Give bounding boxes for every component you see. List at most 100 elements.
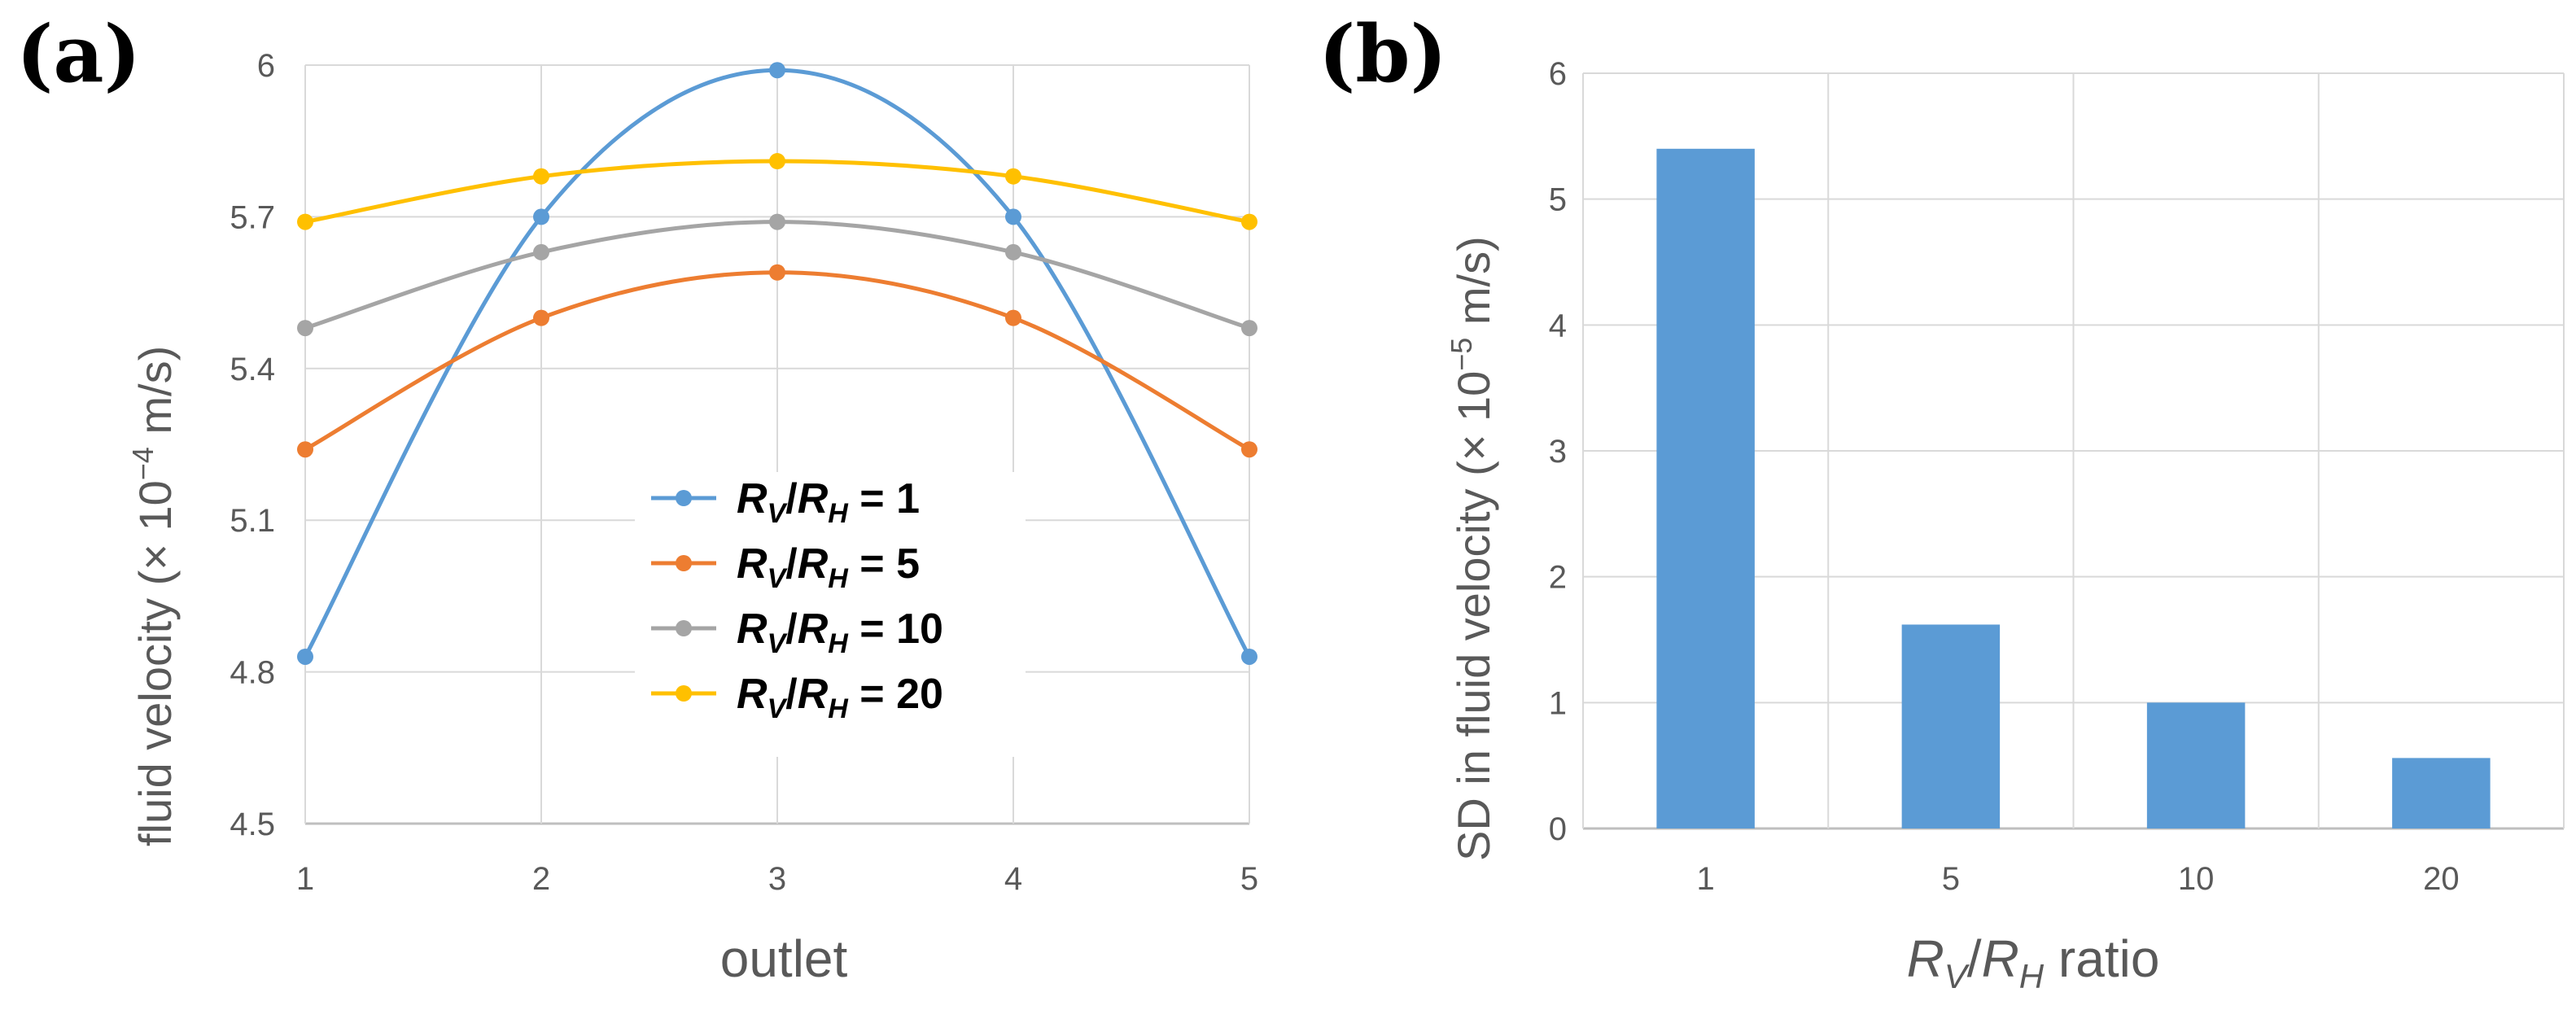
y-tick-label: 6 bbox=[1549, 56, 1567, 92]
panel-b-label: (b) bbox=[1319, 8, 1447, 100]
legend-eq: = 1 bbox=[848, 475, 920, 522]
y-title-sup: −4 bbox=[126, 447, 160, 480]
legend-sub-v: V bbox=[768, 498, 789, 529]
data-point bbox=[533, 309, 549, 326]
x-tick-label: 5 bbox=[1942, 861, 1960, 897]
x-title-r2: R bbox=[1982, 929, 2019, 988]
legend-r: R bbox=[737, 605, 768, 653]
line-chart-y-ticks: 4.5 4.8 5.1 5.4 5.7 6 bbox=[230, 48, 275, 842]
x-tick-label: 10 bbox=[2178, 861, 2215, 897]
y-title-sup: −5 bbox=[1445, 338, 1478, 371]
legend-r: R bbox=[737, 671, 768, 718]
y-tick-label: 5.1 bbox=[230, 503, 275, 539]
legend-swatch-marker bbox=[676, 620, 692, 636]
data-point bbox=[297, 441, 313, 458]
legend-label: RV/RH = 10 bbox=[737, 605, 943, 659]
legend-r: R bbox=[798, 475, 829, 522]
y-tick-label: 4.8 bbox=[230, 655, 275, 691]
data-point bbox=[1005, 243, 1021, 260]
y-tick-label: 4 bbox=[1549, 308, 1567, 343]
legend-slash: / bbox=[785, 671, 797, 718]
x-title-h: H bbox=[2019, 957, 2045, 995]
y-title-unit: m/s) bbox=[129, 346, 181, 447]
x-title-slash: / bbox=[1967, 929, 1982, 988]
legend-swatch-marker bbox=[676, 685, 692, 702]
bar bbox=[1901, 624, 2001, 828]
y-title-unit: m/s) bbox=[1448, 236, 1499, 337]
legend-sub-h: H bbox=[828, 693, 849, 724]
data-point bbox=[1005, 168, 1021, 185]
legend-sub-h: H bbox=[828, 498, 849, 529]
legend-r: R bbox=[737, 540, 768, 588]
data-point bbox=[1241, 648, 1257, 665]
bar bbox=[1656, 148, 1755, 829]
legend-eq: = 10 bbox=[848, 605, 943, 653]
x-tick-label: 1 bbox=[1697, 861, 1715, 897]
y-tick-label: 0 bbox=[1549, 811, 1567, 847]
x-title-r: R bbox=[1907, 929, 1944, 988]
legend-label: RV/RH = 1 bbox=[737, 475, 920, 529]
y-tick-label: 4.5 bbox=[230, 807, 275, 842]
legend-eq: = 20 bbox=[848, 671, 943, 718]
x-title-rest: ratio bbox=[2044, 929, 2159, 988]
y-tick-label: 5.7 bbox=[230, 199, 275, 235]
x-tick-label: 2 bbox=[532, 861, 550, 897]
x-tick-label: 20 bbox=[2423, 861, 2460, 897]
legend-swatch-marker bbox=[676, 555, 692, 571]
data-point bbox=[297, 213, 313, 230]
legend-eq: = 5 bbox=[848, 540, 920, 588]
bar-chart-x-axis-title: RV/RH ratio bbox=[1907, 929, 2160, 995]
data-point bbox=[1241, 441, 1257, 458]
bar-chart: 0 1 2 3 4 5 6 1 5 10 20 SD in fluid velocity (× 1… bbox=[1445, 56, 2565, 995]
bar-chart-x-ticks: 1 5 10 20 bbox=[1697, 861, 2460, 897]
legend-sub-v: V bbox=[768, 693, 789, 724]
legend-sub-h: H bbox=[828, 628, 849, 659]
legend-sub-v: V bbox=[768, 563, 789, 594]
legend-label: RV/RH = 5 bbox=[737, 540, 920, 594]
x-tick-label: 1 bbox=[296, 861, 314, 897]
data-point bbox=[533, 208, 549, 225]
x-title-v: V bbox=[1944, 957, 1970, 995]
y-tick-label: 2 bbox=[1549, 560, 1567, 596]
legend-slash: / bbox=[785, 540, 797, 588]
bar-chart-bars bbox=[1656, 148, 2491, 829]
bar-chart-y-ticks: 0 1 2 3 4 5 6 bbox=[1549, 56, 1567, 847]
legend-background bbox=[635, 472, 1026, 757]
data-point bbox=[769, 213, 785, 230]
x-tick-label: 5 bbox=[1240, 861, 1258, 897]
data-point bbox=[297, 648, 313, 665]
legend-slash: / bbox=[785, 605, 797, 653]
y-tick-label: 1 bbox=[1549, 685, 1567, 721]
data-point bbox=[1241, 320, 1257, 337]
line-chart: 4.5 4.8 5.1 5.4 5.7 6 1 2 3 4 5 fluid velocity (×… bbox=[126, 48, 1258, 988]
bar-chart-y-axis-title: SD in fluid velocity (× 10−5 m/s) bbox=[1445, 236, 1499, 861]
data-point bbox=[533, 168, 549, 185]
legend-label: RV/RH = 20 bbox=[737, 671, 943, 724]
data-point bbox=[533, 243, 549, 260]
data-point bbox=[1005, 309, 1021, 326]
y-title-main: SD in fluid velocity (× 10 bbox=[1448, 371, 1499, 861]
data-point bbox=[297, 320, 313, 337]
data-point bbox=[769, 153, 785, 170]
legend-sub-h: H bbox=[828, 563, 849, 594]
legend-slash: / bbox=[785, 475, 797, 522]
legend-sub-v: V bbox=[768, 628, 789, 659]
x-tick-label: 3 bbox=[768, 861, 786, 897]
legend-r: R bbox=[798, 540, 829, 588]
data-point bbox=[1241, 213, 1257, 230]
panel-a-label: (a) bbox=[16, 8, 141, 100]
data-point bbox=[769, 62, 785, 79]
y-title-main: fluid velocity (× 10 bbox=[129, 480, 181, 846]
bar bbox=[2146, 702, 2246, 828]
y-tick-label: 6 bbox=[257, 48, 275, 84]
line-chart-x-ticks: 1 2 3 4 5 bbox=[296, 861, 1258, 897]
data-point bbox=[1005, 208, 1021, 225]
line-chart-y-axis-title: fluid velocity (× 10−4 m/s) bbox=[126, 346, 181, 846]
legend-r: R bbox=[737, 475, 768, 522]
line-chart-series bbox=[297, 62, 1257, 665]
legend-r: R bbox=[798, 605, 829, 653]
legend-r: R bbox=[798, 671, 829, 718]
y-tick-label: 3 bbox=[1549, 434, 1567, 470]
